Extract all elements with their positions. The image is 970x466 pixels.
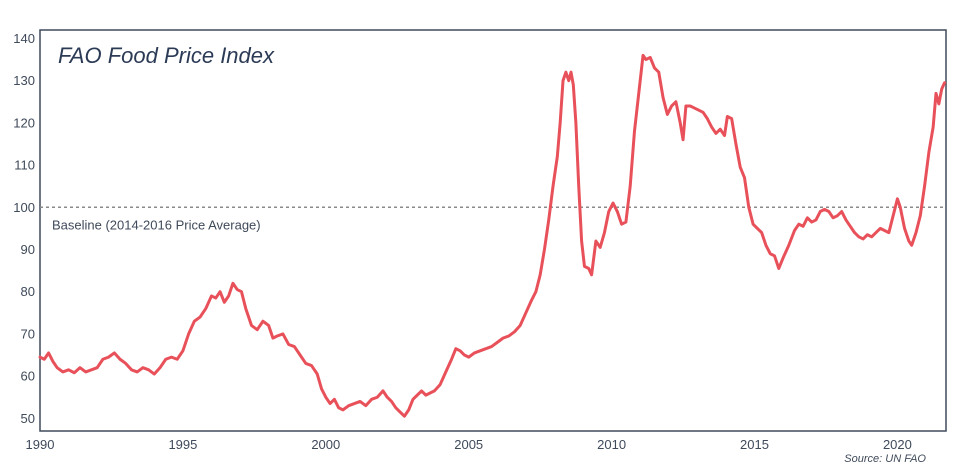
y-tick-label: 60: [21, 369, 35, 384]
plot-frame: [39, 29, 947, 432]
y-tick-label: 90: [21, 242, 35, 257]
chart-title: FAO Food Price Index: [58, 43, 275, 68]
y-tick-label: 50: [21, 411, 35, 426]
source-note: Source: UN FAO: [844, 453, 926, 465]
series-line: [38, 53, 947, 418]
x-axis: 1990 1995 2000 2005 2010 2015 2020: [26, 437, 912, 452]
baseline-label: Baseline (2014-2016 Price Average): [52, 217, 261, 232]
x-tick-label: 1990: [26, 437, 55, 452]
x-tick-label: 2005: [454, 437, 483, 452]
x-tick-label: 2010: [597, 437, 626, 452]
x-tick-label: 2020: [883, 437, 912, 452]
y-tick-label: 110: [14, 158, 35, 173]
y-tick-label: 130: [13, 73, 35, 88]
y-tick-label: 100: [13, 200, 35, 215]
x-tick-label: 1995: [168, 437, 197, 452]
y-tick-label: 120: [13, 115, 35, 130]
x-tick-label: 2015: [740, 437, 769, 452]
x-tick-label: 2000: [311, 437, 340, 452]
y-tick-label: 140: [13, 31, 35, 46]
y-tick-label: 80: [21, 284, 35, 299]
y-tick-label: 70: [21, 326, 35, 341]
y-axis: 50 60 70 80 90 100 110 120 130 140: [13, 31, 35, 426]
